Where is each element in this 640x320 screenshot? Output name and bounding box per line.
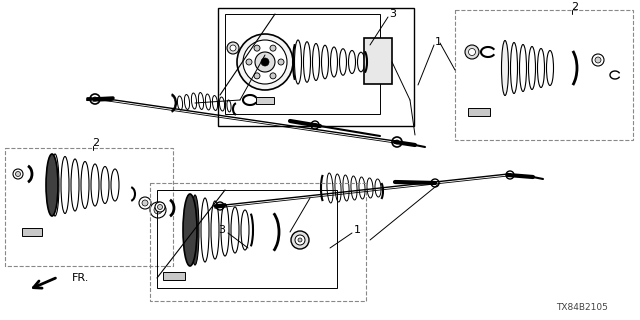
Circle shape — [431, 179, 439, 187]
Circle shape — [218, 204, 221, 207]
Circle shape — [298, 238, 302, 242]
Circle shape — [230, 45, 236, 51]
Text: TX84B2105: TX84B2105 — [556, 303, 608, 313]
Ellipse shape — [227, 100, 231, 112]
Circle shape — [155, 202, 165, 212]
Ellipse shape — [46, 154, 58, 216]
Circle shape — [150, 202, 166, 218]
Circle shape — [433, 181, 436, 185]
Circle shape — [270, 73, 276, 79]
Text: 1: 1 — [353, 225, 360, 235]
Circle shape — [509, 173, 511, 177]
Ellipse shape — [198, 92, 204, 109]
Ellipse shape — [191, 195, 199, 265]
Text: 2: 2 — [92, 138, 100, 148]
Text: FR.: FR. — [72, 273, 90, 283]
Circle shape — [506, 171, 514, 179]
Bar — [157, 190, 337, 288]
Ellipse shape — [184, 94, 189, 109]
Text: 2: 2 — [572, 2, 579, 12]
Ellipse shape — [205, 94, 211, 110]
Circle shape — [295, 235, 305, 245]
Circle shape — [90, 94, 100, 104]
Circle shape — [395, 140, 399, 144]
Ellipse shape — [51, 154, 59, 216]
Text: 3: 3 — [218, 225, 225, 235]
Circle shape — [93, 97, 97, 101]
Circle shape — [270, 45, 276, 51]
Circle shape — [15, 172, 20, 177]
Bar — [150, 183, 366, 301]
Circle shape — [216, 202, 224, 210]
Circle shape — [246, 59, 252, 65]
Circle shape — [237, 34, 293, 90]
Circle shape — [278, 59, 284, 65]
Circle shape — [291, 231, 309, 249]
Circle shape — [468, 49, 476, 55]
Ellipse shape — [183, 194, 197, 266]
Circle shape — [255, 52, 275, 72]
Ellipse shape — [212, 96, 218, 110]
Bar — [22, 228, 42, 236]
Circle shape — [592, 54, 604, 66]
Bar — [5, 148, 173, 266]
Bar — [364, 38, 392, 84]
Circle shape — [139, 197, 151, 209]
Ellipse shape — [191, 93, 196, 109]
Circle shape — [13, 169, 23, 179]
Text: 1: 1 — [435, 37, 442, 47]
Circle shape — [392, 137, 402, 147]
Circle shape — [254, 45, 260, 51]
Circle shape — [465, 45, 479, 59]
Circle shape — [311, 121, 319, 129]
Ellipse shape — [177, 96, 182, 110]
Circle shape — [142, 200, 148, 206]
Circle shape — [595, 57, 601, 63]
Ellipse shape — [502, 41, 509, 95]
Bar — [163, 272, 185, 280]
Circle shape — [157, 204, 163, 210]
Circle shape — [313, 123, 317, 127]
Circle shape — [243, 40, 287, 84]
Text: 3: 3 — [390, 9, 397, 19]
Bar — [256, 97, 274, 104]
Bar — [218, 8, 414, 126]
Circle shape — [154, 206, 162, 214]
Bar — [455, 10, 633, 140]
Bar — [225, 14, 380, 114]
Circle shape — [261, 58, 269, 66]
Ellipse shape — [220, 97, 225, 111]
Bar — [468, 108, 490, 116]
Circle shape — [227, 42, 239, 54]
Circle shape — [254, 73, 260, 79]
